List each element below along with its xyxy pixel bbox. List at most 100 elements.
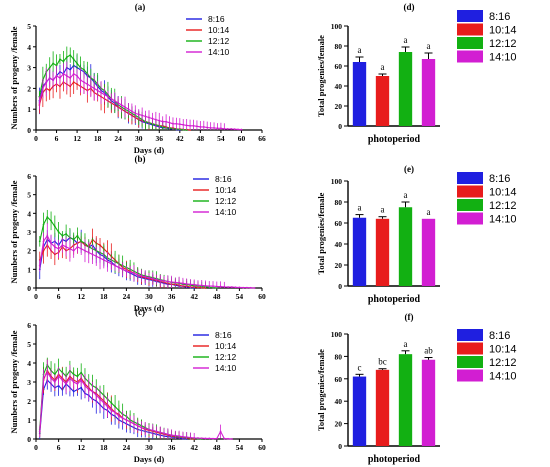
data-point <box>230 438 233 440</box>
bar-2 <box>398 207 413 286</box>
bar-1 <box>375 369 390 446</box>
data-point <box>59 58 61 61</box>
y-tick-label: 0 <box>338 282 342 291</box>
data-point <box>38 240 41 243</box>
data-point <box>127 108 130 111</box>
data-point <box>114 405 116 408</box>
data-point <box>209 127 212 129</box>
data-point <box>76 234 79 237</box>
data-point <box>48 66 51 69</box>
data-point <box>202 125 205 128</box>
data-point <box>72 72 75 75</box>
legend-label: 12:12 <box>215 196 237 206</box>
legend-swatch <box>457 329 483 341</box>
data-point <box>91 390 94 393</box>
data-point <box>80 247 83 250</box>
data-point <box>84 249 86 252</box>
y-tick-label: 4 <box>27 43 31 52</box>
data-point <box>124 106 126 109</box>
x-axis-title: photoperiod <box>368 454 421 465</box>
legend-swatch <box>457 37 483 49</box>
panel-label: (d) <box>404 2 415 12</box>
significance-label: bc <box>378 357 387 367</box>
y-tick-label: 3 <box>27 228 31 237</box>
legend-swatch <box>457 50 483 63</box>
data-point <box>226 128 229 130</box>
data-point <box>125 270 128 273</box>
series-3 <box>38 359 233 440</box>
significance-label: a <box>358 203 362 213</box>
significance-label: ab <box>424 346 433 356</box>
data-point <box>219 285 222 288</box>
x-tick-label: 0 <box>34 443 38 452</box>
y-tick-label: 5 <box>27 22 31 31</box>
x-axis-title: Days (d) <box>134 303 165 313</box>
data-point <box>125 419 128 421</box>
data-point <box>219 430 222 433</box>
bar-0 <box>352 376 367 446</box>
y-tick-label: 3 <box>27 378 31 387</box>
x-tick-label: 0 <box>34 292 38 301</box>
data-point <box>137 113 140 116</box>
data-point <box>227 286 230 288</box>
data-point <box>136 274 139 276</box>
series-line <box>39 371 232 440</box>
y-tick-label: 0 <box>338 122 342 131</box>
legend-swatch <box>457 10 483 22</box>
y-tick-label: 0 <box>338 442 342 451</box>
data-point <box>213 127 215 129</box>
x-tick-label: 18 <box>94 134 102 143</box>
x-tick-label: 0 <box>34 134 38 143</box>
data-point <box>155 430 158 433</box>
y-tick-label: 40 <box>335 82 343 91</box>
bar-1 <box>375 76 390 126</box>
data-point <box>117 415 120 418</box>
legend-label: 12:12 <box>208 36 230 46</box>
legend-swatch <box>457 212 483 225</box>
data-point <box>206 126 209 129</box>
data-point <box>163 432 165 435</box>
data-point <box>52 62 55 65</box>
data-point <box>80 371 83 374</box>
legend-label: 14:10 <box>489 52 517 64</box>
x-tick-label: 24 <box>114 134 122 143</box>
data-point <box>42 223 45 226</box>
series-2 <box>38 46 188 131</box>
data-point <box>57 375 60 378</box>
data-point <box>121 268 124 271</box>
legend-label: 8:16 <box>215 330 232 340</box>
data-point <box>72 381 75 383</box>
data-point <box>172 122 174 125</box>
legend-label: 10:14 <box>215 341 237 351</box>
data-point <box>140 426 143 429</box>
data-point <box>53 253 56 256</box>
data-point <box>220 127 222 130</box>
data-point <box>197 437 199 439</box>
data-point <box>52 79 55 81</box>
bar-1 <box>375 218 390 286</box>
data-point <box>80 379 83 381</box>
data-point <box>114 264 116 267</box>
y-tick-label: 80 <box>335 42 343 51</box>
data-point <box>72 373 75 376</box>
data-point <box>96 89 99 92</box>
data-point <box>141 114 144 117</box>
data-point <box>158 119 161 122</box>
panel-label: (b) <box>135 154 146 164</box>
data-point <box>151 117 154 120</box>
data-point <box>57 247 60 250</box>
data-point <box>144 115 147 118</box>
data-point <box>117 266 120 269</box>
y-tick-label: 1 <box>27 105 31 114</box>
data-point <box>230 128 233 130</box>
series-line <box>38 54 187 131</box>
data-point <box>192 124 195 127</box>
legend-label: 10:14 <box>489 25 517 37</box>
data-point <box>72 238 75 241</box>
data-point <box>182 282 184 285</box>
data-point <box>59 77 61 79</box>
data-point <box>61 379 64 381</box>
bar-3 <box>421 359 436 446</box>
data-point <box>65 75 68 77</box>
